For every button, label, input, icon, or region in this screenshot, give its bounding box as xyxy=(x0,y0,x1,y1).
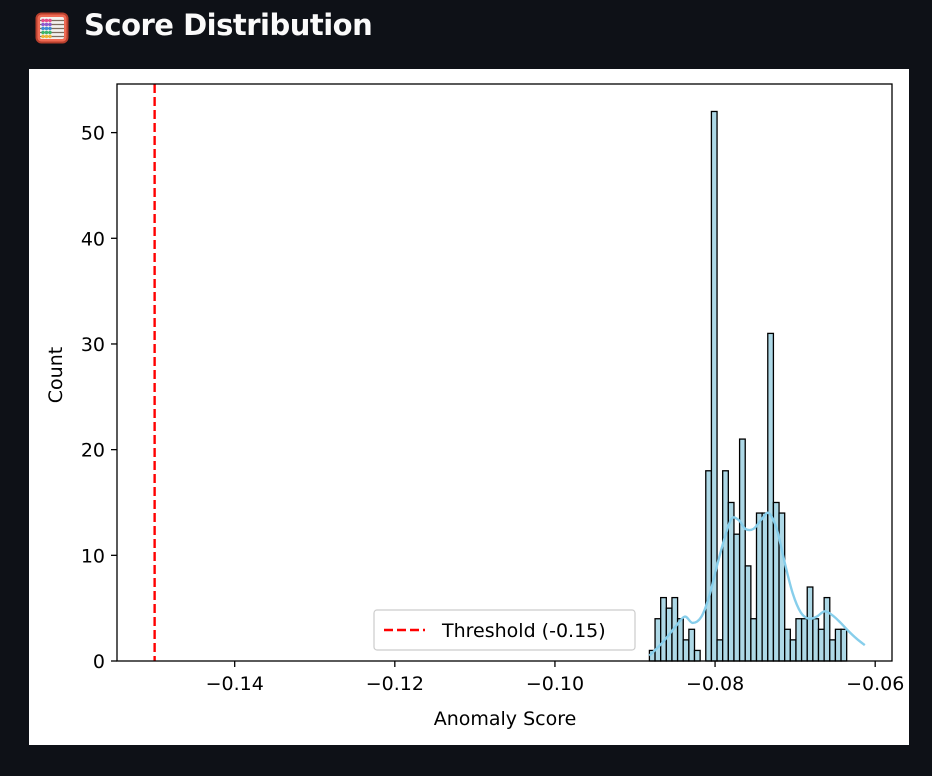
histogram-bar xyxy=(800,618,808,662)
histogram-bar xyxy=(789,639,797,662)
histogram-bar xyxy=(784,628,791,662)
x-tick-label: −0.14 xyxy=(206,673,264,695)
histogram-bar xyxy=(750,618,758,662)
y-tick-label: 10 xyxy=(81,545,105,567)
x-tick-label: −0.08 xyxy=(686,673,744,695)
histogram-bar xyxy=(722,470,729,662)
histogram-bar xyxy=(840,628,848,662)
axes-layer: −0.14 −0.12 −0.10 −0.08 −0.06 0 10 20 30 40 50 xyxy=(81,83,904,695)
histogram-bar xyxy=(823,596,831,662)
y-tick-label: 40 xyxy=(81,228,105,250)
histogram-bar xyxy=(676,618,684,662)
abacus-icon xyxy=(35,12,69,44)
kde-layer xyxy=(648,511,866,657)
x-axis-label: Anomaly Score xyxy=(434,708,577,730)
y-axis-label: Count xyxy=(45,347,67,403)
histogram-bar xyxy=(755,512,763,662)
histogram-bar xyxy=(767,332,775,662)
histogram-bar xyxy=(693,649,701,662)
legend-box xyxy=(373,609,636,651)
histogram-bar xyxy=(660,596,667,662)
histogram-bar xyxy=(744,565,752,662)
histogram-bar xyxy=(806,586,814,662)
histogram-bar xyxy=(834,628,842,662)
histogram-bar xyxy=(778,512,786,662)
histogram-bar xyxy=(654,618,662,662)
x-tick-label: −0.12 xyxy=(366,673,424,695)
y-tick-label: 20 xyxy=(81,440,105,462)
kde-curve xyxy=(648,511,866,657)
bars-layer xyxy=(648,110,848,662)
x-tick-label: −0.06 xyxy=(846,673,904,695)
page-title: Score Distribution xyxy=(84,8,373,42)
histogram-chart: −0.14 −0.12 −0.10 −0.08 −0.06 0 10 20 30 40 50 Thr… xyxy=(45,83,904,730)
page-header: Score Distribution xyxy=(0,0,932,60)
histogram-bar xyxy=(682,639,690,662)
histogram-bar xyxy=(795,618,803,662)
histogram-bar xyxy=(817,628,825,662)
histogram-bar xyxy=(733,533,741,662)
histogram-bar xyxy=(688,628,696,662)
x-tick-label: −0.10 xyxy=(526,673,584,695)
y-tick-label: 50 xyxy=(81,123,105,145)
chart-card: −0.14 −0.12 −0.10 −0.08 −0.06 0 10 20 30 40 50 Thr… xyxy=(29,69,909,745)
legend-label: Threshold (-0.15) xyxy=(441,620,606,642)
histogram-bar xyxy=(716,639,724,662)
histogram-bar xyxy=(738,438,746,662)
histogram-bar xyxy=(761,512,769,662)
histogram-bar xyxy=(829,639,837,662)
legend-layer: Threshold (-0.15) xyxy=(373,609,636,651)
histogram-bar xyxy=(705,470,713,662)
plot-frame xyxy=(116,83,893,662)
y-tick-label: 0 xyxy=(93,651,105,673)
y-tick-label: 30 xyxy=(81,334,105,356)
histogram-bar xyxy=(812,618,820,662)
